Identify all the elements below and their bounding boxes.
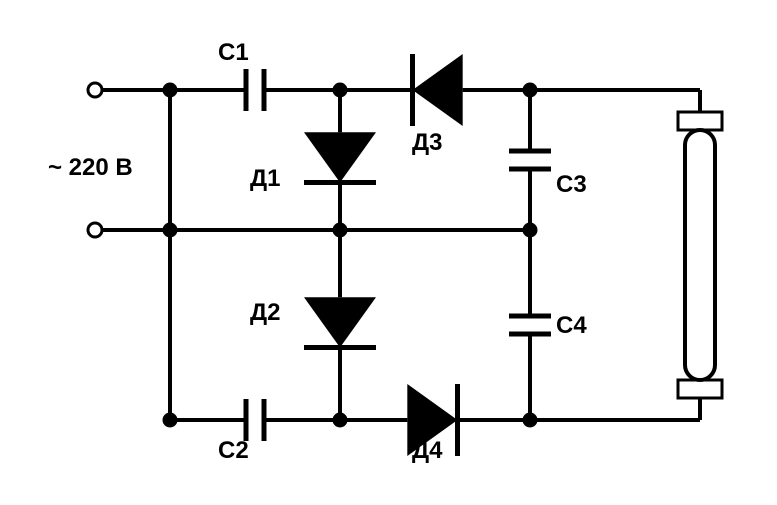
input-voltage-label: ~ 220 В <box>48 154 133 181</box>
label-Д1: Д1 <box>250 165 280 192</box>
label-С4: С4 <box>556 312 587 339</box>
label-С3: С3 <box>556 171 587 198</box>
label-Д4: Д4 <box>412 437 443 464</box>
fluorescent-lamp <box>685 130 715 380</box>
label-С2: С2 <box>218 437 249 464</box>
circuit-schematic: ~ 220 В С1 С2 С3 С4 Д1 Д2 Д3 Д4 <box>0 0 777 505</box>
label-Д2: Д2 <box>250 299 280 326</box>
label-С1: С1 <box>218 39 249 66</box>
label-Д3: Д3 <box>412 129 442 156</box>
